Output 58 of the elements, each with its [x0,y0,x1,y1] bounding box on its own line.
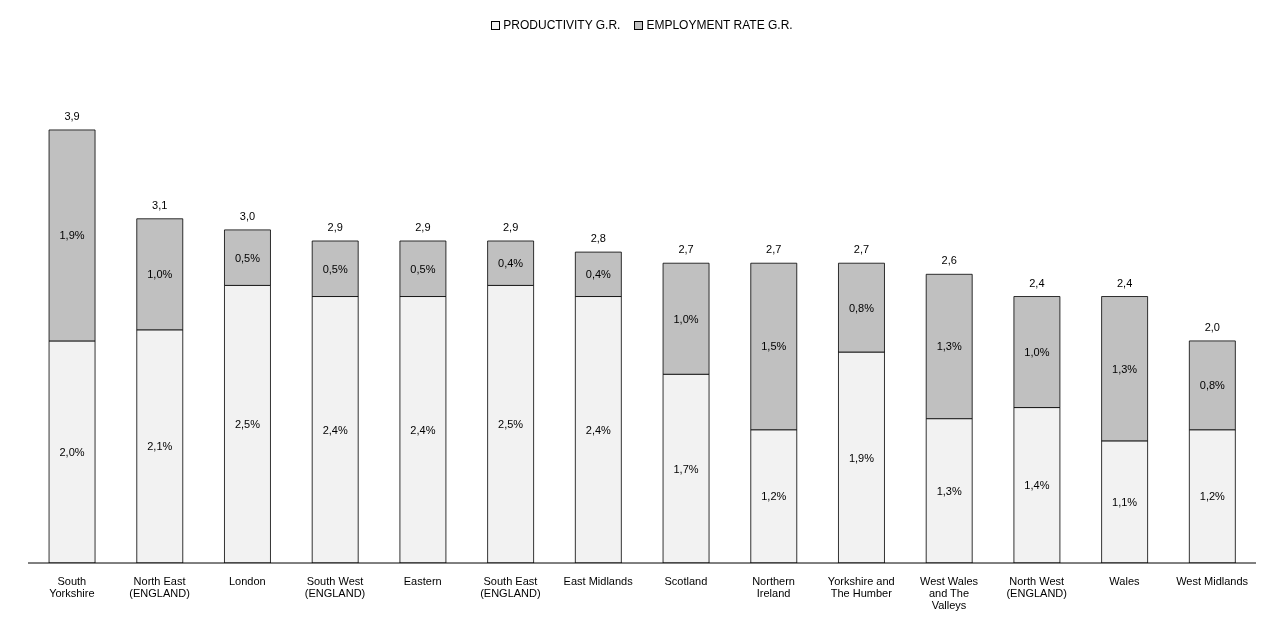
data-label: 1,9% [59,229,85,242]
data-label: 2,4% [585,423,612,436]
data-label: 2,5% [498,418,524,431]
x-tick-label: Yorkshire and The Humber [827,575,895,599]
data-label: 0,4% [585,268,612,281]
data-label: 1,4% [1024,479,1050,492]
total-label: 2,9 [327,221,343,233]
x-tick-label: Northern Ireland [752,575,795,599]
total-label: 3,0 [239,209,256,222]
total-label: 3,9 [64,109,80,122]
total-label: 2,9 [415,221,431,233]
data-label: 1,2% [761,490,787,503]
data-label: 1,3% [1112,362,1138,375]
data-label: 1,7% [673,462,699,475]
data-label: 1,9% [848,451,875,464]
x-tick-label: North East (ENGLAND) [129,575,190,599]
data-label: 1,2% [1199,490,1226,503]
x-tick-label: Wales [1109,575,1140,587]
x-tick-label: London [228,575,266,587]
data-label: 1,0% [673,312,699,325]
data-label: 2,5% [234,418,261,431]
total-label: 2,9 [502,221,519,233]
data-label: 0,5% [322,262,348,275]
x-tick-label: South Yorkshire [49,575,95,599]
data-label: 1,3% [936,340,962,353]
legend-label: EMPLOYMENT RATE G.R. [645,18,793,32]
x-tick-label: Scotland [664,575,708,587]
x-tick-label: South East (ENGLAND) [480,575,541,599]
data-label: 1,5% [761,340,787,353]
x-tick-label: South West (ENGLAND) [304,575,366,599]
total-label: 3,1 [152,198,168,211]
data-label: 0,8% [1199,379,1226,392]
total-label: 2,8 [590,232,606,245]
data-label: 0,4% [498,257,524,270]
data-label: 1,3% [936,484,962,497]
total-label: 2,0 [1204,320,1220,333]
total-label: 2,6 [941,254,957,267]
data-label: 0,8% [848,301,875,314]
total-label: 2,4 [1116,276,1133,289]
total-label: 2,7 [678,243,694,256]
total-label: 2,7 [853,243,870,256]
data-label: 0,5% [234,251,261,264]
total-label: 2,4 [1029,276,1045,289]
x-tick-label: East Midlands [563,575,634,587]
data-label: 1,1% [1112,495,1138,508]
x-tick-label: West Midlands [1176,575,1249,587]
data-label: 2,4% [410,423,436,436]
data-label: 0,5% [410,262,436,275]
data-label: 1,0% [147,268,173,281]
data-label: 2,1% [147,440,173,453]
data-label: 2,0% [59,445,85,458]
x-tick-label: Eastern [403,575,442,587]
data-label: 2,4% [322,423,348,436]
legend-label: PRODUCTIVITY G.R. [502,18,621,32]
data-label: 1,0% [1024,346,1050,359]
total-label: 2,7 [766,243,782,256]
x-tick-label: North West (ENGLAND) [1006,575,1067,599]
x-tick-label: West Wales and The Valleys [919,575,979,611]
